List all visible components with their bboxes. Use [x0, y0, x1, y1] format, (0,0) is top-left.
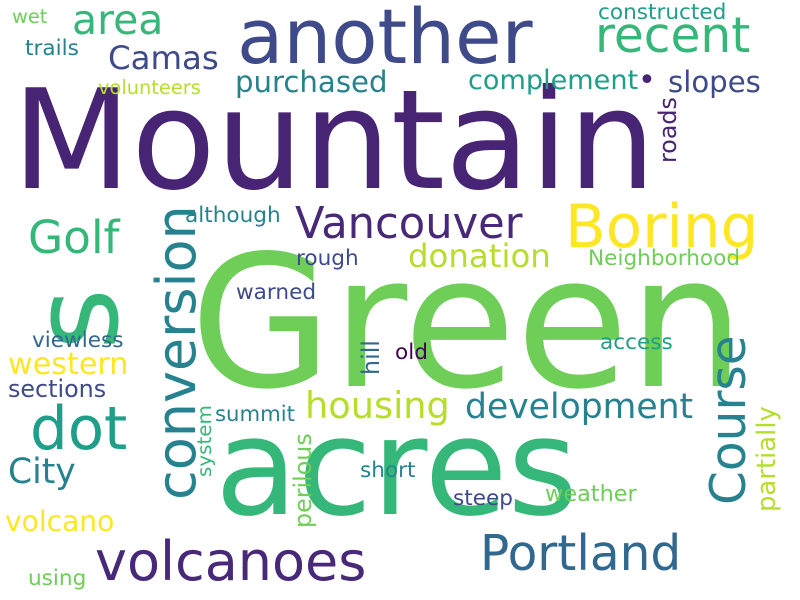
word-using: using [28, 566, 87, 591]
word-donation: donation [408, 237, 551, 275]
word-complement: complement [468, 65, 639, 96]
word-mountain: Mountain [12, 60, 656, 221]
word-course: Course [701, 335, 757, 505]
word-boring: Boring [565, 193, 759, 262]
word-perilous: perilous [289, 433, 317, 528]
word-rough: rough [296, 246, 359, 271]
word-city: City [8, 452, 76, 492]
word-constructed: constructed [598, 0, 727, 25]
word-dot: dot [30, 395, 128, 464]
word-sections: sections [8, 375, 107, 403]
word-green: Green [190, 217, 745, 430]
word-volcano: volcano [5, 505, 115, 538]
word-system: system [193, 405, 216, 477]
word-viewless: viewless [32, 328, 124, 353]
word-portland: Portland [480, 526, 682, 582]
word-although: although [185, 203, 281, 228]
word-western: western [8, 347, 129, 382]
word-development: development [465, 387, 694, 427]
word-area: area [72, 0, 164, 44]
word-hill: hill [357, 340, 385, 375]
word-wet: wet [12, 5, 48, 28]
word-acres: acres [215, 389, 578, 546]
word-steep: steep [453, 486, 513, 511]
word-slopes: slopes [668, 65, 761, 99]
word-golf: Golf [28, 211, 120, 264]
word-another: another [237, 0, 533, 81]
word-short: short [360, 458, 416, 483]
word-recent: recent [595, 8, 751, 64]
word-volunteers: volunteers [98, 76, 201, 99]
word-volcanoes: volcanoes [95, 530, 367, 593]
word-partially: partially [752, 406, 782, 512]
word-purchased: purchased [235, 65, 388, 99]
word-warned: warned [236, 280, 317, 305]
word-neighborhood: Neighborhood [588, 246, 741, 271]
word-roads: roads [654, 97, 682, 163]
word-weather: weather [545, 481, 637, 507]
word-summit: summit [215, 401, 295, 426]
word-camas: Camas [108, 39, 219, 77]
word-old: old [395, 340, 428, 365]
word-vancouver: Vancouver [295, 199, 523, 249]
word-trails: trails [25, 36, 79, 61]
word-bullet: • [638, 63, 656, 98]
word-housing: housing [305, 384, 450, 427]
word-access: access [600, 330, 673, 355]
